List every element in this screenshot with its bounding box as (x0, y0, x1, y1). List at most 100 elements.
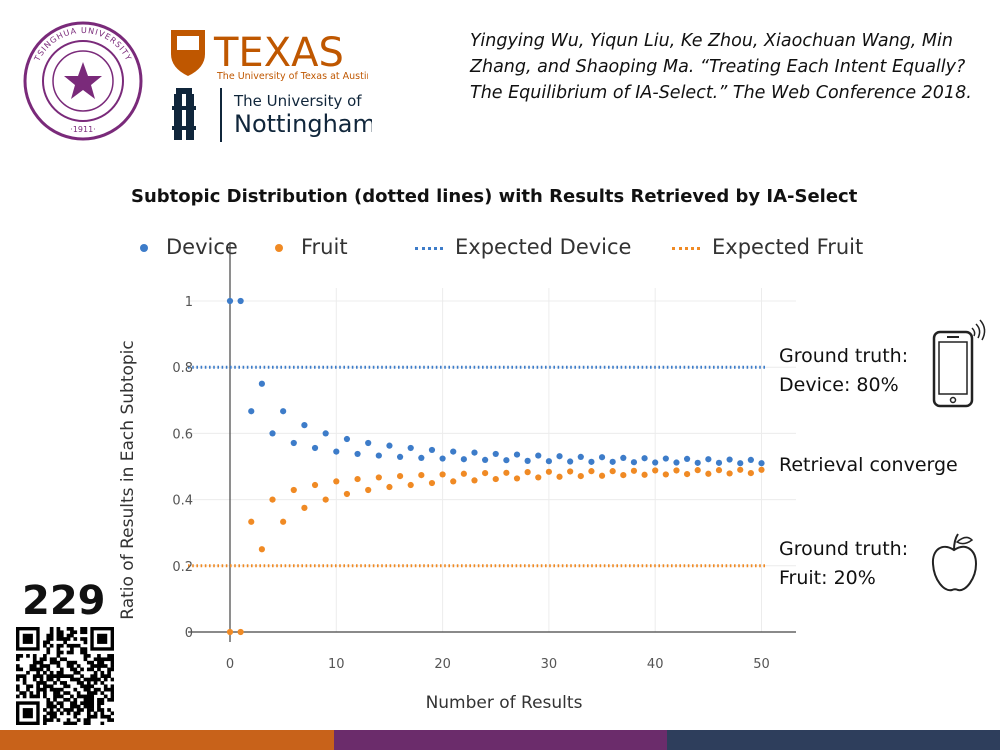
point-fruit (737, 466, 744, 473)
point-fruit (386, 483, 393, 491)
chart-axes (188, 242, 796, 642)
point-device (226, 297, 234, 305)
point-device (333, 448, 340, 455)
point-device (598, 454, 606, 461)
point-device (375, 452, 382, 459)
point-fruit (396, 472, 404, 480)
point-device (258, 380, 265, 387)
apple-icon (931, 533, 978, 592)
point-fruit (439, 471, 446, 478)
point-device (237, 297, 244, 305)
point-device (588, 458, 595, 465)
point-device (694, 459, 701, 466)
point-device (290, 439, 297, 447)
tsinghua-logo: ·1911· TSINGHUA UNIVERSITY (22, 20, 144, 142)
point-fruit (535, 474, 542, 481)
point-device (524, 457, 531, 464)
x-tick-label: 0 (226, 657, 234, 672)
point-fruit (226, 628, 234, 636)
point-device (311, 444, 319, 452)
point-device (365, 439, 372, 447)
point-fruit (683, 471, 691, 478)
point-fruit (726, 470, 733, 477)
point-fruit (248, 518, 255, 525)
point-fruit (450, 478, 457, 485)
legend-expected-device-marker (415, 246, 443, 250)
point-fruit (747, 470, 754, 477)
point-fruit (609, 468, 616, 475)
point-device (705, 456, 712, 463)
point-device (343, 435, 351, 443)
legend-label-expected-fruit: Expected Fruit (712, 235, 864, 259)
point-fruit (269, 496, 276, 503)
annotation-fruit: Ground truth: Fruit: 20% (779, 535, 908, 593)
point-fruit (630, 467, 638, 474)
y-tick-label: 0.6 (172, 427, 193, 442)
point-device (482, 456, 489, 463)
annotation-fruit-line1: Ground truth: (779, 538, 909, 560)
legend-expected-fruit-marker (672, 246, 700, 250)
x-axis-label: Number of Results (426, 693, 583, 713)
svg-text:The University of Texas at Aus: The University of Texas at Austin (216, 71, 368, 82)
svg-text:Nottingham: Nottingham (234, 110, 372, 138)
point-device (726, 456, 733, 463)
point-fruit (673, 467, 680, 474)
point-fruit (513, 475, 521, 482)
point-device (450, 448, 457, 455)
point-device (545, 458, 553, 465)
smartphone-icon (932, 319, 986, 408)
point-fruit (280, 518, 287, 525)
y-tick-label: 0.2 (172, 560, 193, 575)
point-device (301, 422, 308, 429)
point-device (641, 455, 648, 462)
legend-label-device: Device (166, 235, 238, 259)
nottingham-logo: The University of Nottingham (172, 86, 376, 146)
point-fruit (545, 468, 553, 475)
point-fruit (365, 486, 372, 494)
point-fruit (577, 472, 584, 480)
point-device (737, 460, 744, 467)
tsinghua-seal-icon: ·1911· TSINGHUA UNIVERSITY (23, 21, 143, 141)
slide-number: 229 (22, 578, 106, 624)
point-fruit (715, 467, 723, 474)
castle-icon (172, 88, 196, 140)
x-tick-label: 30 (541, 657, 558, 672)
point-device (683, 455, 691, 462)
annotation-fruit-line2: Fruit: 20% (779, 567, 876, 589)
y-tick-label: 0 (185, 626, 193, 641)
legend-item-expected-fruit: Expected Fruit (672, 230, 863, 264)
y-tick-label: 0.8 (172, 361, 193, 376)
point-device (652, 459, 659, 466)
point-device (630, 459, 638, 466)
legend-fruit-marker (275, 244, 283, 252)
point-device (715, 459, 723, 466)
annotation-device-line1: Ground truth: (779, 345, 909, 367)
point-fruit (301, 504, 308, 511)
chart-grid (188, 288, 796, 632)
point-device (439, 455, 446, 462)
point-fruit (322, 496, 329, 503)
annotation-device: Ground truth: Device: 80% (779, 342, 908, 400)
point-fruit (705, 470, 712, 477)
point-device (577, 453, 584, 461)
point-device (673, 459, 680, 466)
point-fruit (290, 486, 297, 494)
point-fruit (492, 475, 499, 483)
y-tick-label: 1 (185, 295, 193, 310)
chart-tick-labels: 00.20.40.60.810 10 20 30 40 50 (172, 295, 769, 672)
point-fruit (237, 628, 244, 636)
point-device (248, 408, 255, 415)
point-fruit (588, 468, 595, 475)
point-device (503, 457, 510, 464)
legend-item-fruit: Fruit (275, 230, 348, 264)
point-device (513, 451, 521, 458)
chart-points (226, 297, 765, 636)
point-device (620, 454, 627, 461)
point-device (322, 430, 329, 437)
point-fruit (652, 467, 659, 474)
point-fruit (620, 472, 627, 479)
point-device (280, 408, 287, 415)
point-device (396, 453, 404, 461)
svg-text:TEXAS: TEXAS (213, 30, 344, 76)
